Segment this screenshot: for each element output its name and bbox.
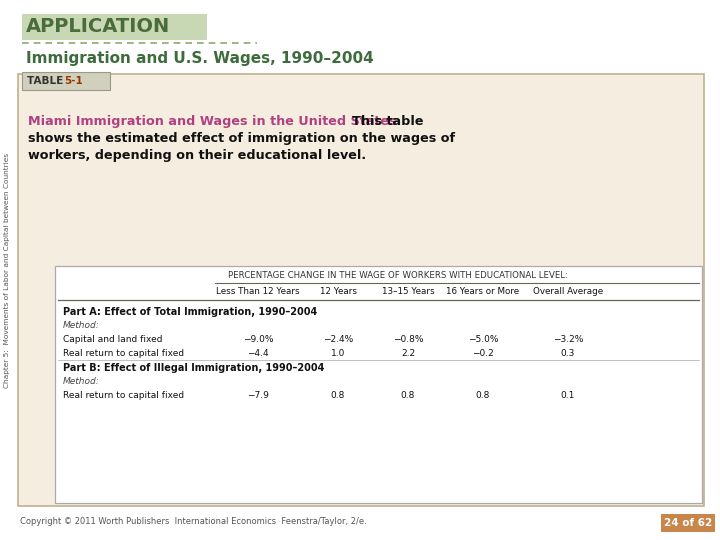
Text: Real return to capital fixed: Real return to capital fixed [63,348,184,357]
Text: Real return to capital fixed: Real return to capital fixed [63,390,184,400]
Text: Part A: Effect of Total Immigration, 1990–2004: Part A: Effect of Total Immigration, 199… [63,307,318,317]
Text: −0.2: −0.2 [472,348,494,357]
Bar [18,74,704,506]
Text: 1.0: 1.0 [330,348,345,357]
Text: Chapter 5:  Movements of Labor and Capital between Countries: Chapter 5: Movements of Labor and Capita… [4,152,10,388]
Text: Immigration and U.S. Wages, 1990–2004: Immigration and U.S. Wages, 1990–2004 [26,51,374,65]
Text: 0.8: 0.8 [401,390,415,400]
Text: Capital and land fixed: Capital and land fixed [63,334,163,343]
Text: Part B: Effect of Illegal Immigration, 1990–2004: Part B: Effect of Illegal Immigration, 1… [63,363,325,373]
Text: 2.2: 2.2 [401,348,415,357]
Text: −7.9: −7.9 [247,390,269,400]
Text: −4.4: −4.4 [247,348,269,357]
Text: 16 Years or More: 16 Years or More [446,287,520,295]
Text: PERCENTAGE CHANGE IN THE WAGE OF WORKERS WITH EDUCATIONAL LEVEL:: PERCENTAGE CHANGE IN THE WAGE OF WORKERS… [228,272,569,280]
Text: Less Than 12 Years: Less Than 12 Years [216,287,300,295]
Text: 0.8: 0.8 [330,390,345,400]
Text: APPLICATION: APPLICATION [26,17,170,37]
Text: TABLE: TABLE [27,76,67,86]
Text: Method:: Method: [63,321,100,329]
Bar [661,514,715,532]
Text: 0.1: 0.1 [561,390,575,400]
Text: 24 of 62: 24 of 62 [664,518,712,528]
Text: 13–15 Years: 13–15 Years [382,287,434,295]
Bar [22,72,110,90]
Bar [22,14,207,40]
Text: Overall Average: Overall Average [533,287,603,295]
Text: This table: This table [343,115,423,128]
Text: −2.4%: −2.4% [323,334,353,343]
Text: −9.0%: −9.0% [243,334,274,343]
Text: workers, depending on their educational level.: workers, depending on their educational … [28,149,366,162]
Text: 5-1: 5-1 [64,76,83,86]
Text: shows the estimated effect of immigration on the wages of: shows the estimated effect of immigratio… [28,132,455,145]
Text: −3.2%: −3.2% [553,334,583,343]
Text: 0.8: 0.8 [476,390,490,400]
Text: −0.8%: −0.8% [392,334,423,343]
Text: 0.3: 0.3 [561,348,575,357]
Bar [55,266,702,503]
Text: Method:: Method: [63,376,100,386]
Text: 12 Years: 12 Years [320,287,356,295]
Text: Copyright © 2011 Worth Publishers  International Economics  Feenstra/Taylor, 2/e: Copyright © 2011 Worth Publishers Intern… [20,517,366,526]
Text: Miami Immigration and Wages in the United States: Miami Immigration and Wages in the Unite… [28,115,397,128]
Text: −5.0%: −5.0% [468,334,498,343]
